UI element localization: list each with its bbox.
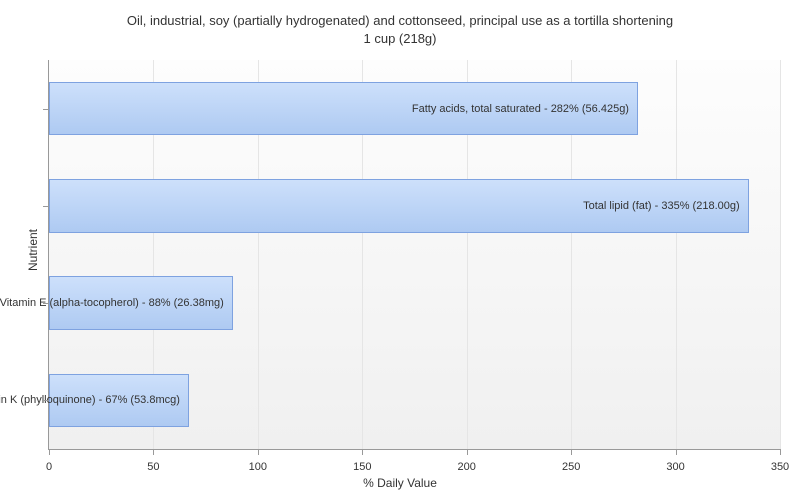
x-tick-label: 300 bbox=[666, 461, 684, 473]
x-tick-label: 0 bbox=[46, 461, 52, 473]
bar-label: Vitamin K (phylloquinone) - 67% (53.8mcg… bbox=[0, 394, 180, 406]
chart-title: Oil, industrial, soy (partially hydrogen… bbox=[0, 0, 800, 48]
y-tick bbox=[43, 303, 49, 304]
x-tick-label: 250 bbox=[562, 461, 580, 473]
x-tick bbox=[153, 449, 154, 455]
x-tick bbox=[571, 449, 572, 455]
x-tick-label: 200 bbox=[458, 461, 476, 473]
gridline bbox=[676, 60, 677, 449]
bar-label: Fatty acids, total saturated - 282% (56.… bbox=[412, 103, 629, 115]
plot-area: 050100150200250300350Fatty acids, total … bbox=[48, 60, 780, 450]
bar: Fatty acids, total saturated - 282% (56.… bbox=[49, 82, 638, 135]
chart-title-line2: 1 cup (218g) bbox=[364, 31, 437, 46]
y-tick bbox=[43, 206, 49, 207]
x-tick bbox=[258, 449, 259, 455]
bar: Vitamin E (alpha-tocopherol) - 88% (26.3… bbox=[49, 276, 233, 329]
bar-label: Vitamin E (alpha-tocopherol) - 88% (26.3… bbox=[0, 297, 224, 309]
x-axis-label: % Daily Value bbox=[363, 476, 437, 490]
y-tick bbox=[43, 400, 49, 401]
x-tick-label: 100 bbox=[249, 461, 267, 473]
y-axis-label: Nutrient bbox=[26, 229, 40, 271]
bar-label: Total lipid (fat) - 335% (218.00g) bbox=[583, 200, 740, 212]
chart-container: 050100150200250300350Fatty acids, total … bbox=[48, 60, 780, 450]
x-tick bbox=[467, 449, 468, 455]
x-tick-label: 350 bbox=[771, 461, 789, 473]
x-tick bbox=[780, 449, 781, 455]
x-tick bbox=[362, 449, 363, 455]
x-tick bbox=[676, 449, 677, 455]
y-tick bbox=[43, 109, 49, 110]
bar: Total lipid (fat) - 335% (218.00g) bbox=[49, 179, 749, 232]
x-tick-label: 50 bbox=[147, 461, 159, 473]
chart-title-line1: Oil, industrial, soy (partially hydrogen… bbox=[127, 13, 673, 28]
x-tick bbox=[49, 449, 50, 455]
x-tick-label: 150 bbox=[353, 461, 371, 473]
bar: Vitamin K (phylloquinone) - 67% (53.8mcg… bbox=[49, 374, 189, 427]
gridline bbox=[780, 60, 781, 449]
